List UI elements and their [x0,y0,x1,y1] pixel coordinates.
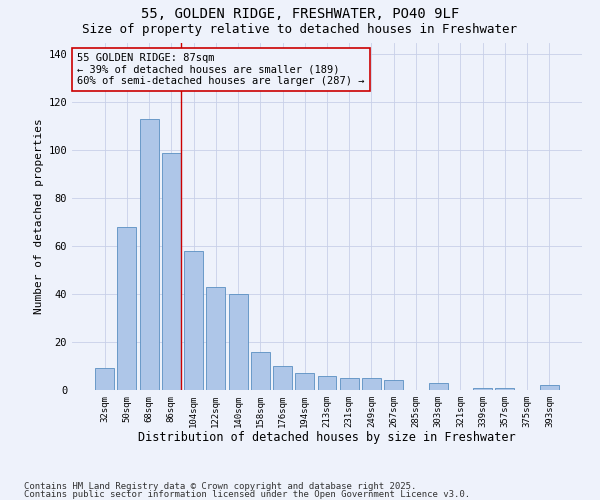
Bar [251,352,270,390]
Text: Contains HM Land Registry data © Crown copyright and database right 2025.: Contains HM Land Registry data © Crown c… [24,482,416,491]
Bar [184,251,203,390]
Bar [140,119,158,390]
Bar [496,388,514,390]
Bar [162,152,181,390]
Bar [429,383,448,390]
Bar [540,385,559,390]
Bar [95,368,114,390]
Bar [206,287,225,390]
Bar [362,378,381,390]
Text: Size of property relative to detached houses in Freshwater: Size of property relative to detached ho… [83,22,517,36]
Bar [295,373,314,390]
Bar [473,388,492,390]
Y-axis label: Number of detached properties: Number of detached properties [34,118,44,314]
Bar [384,380,403,390]
Bar [317,376,337,390]
Text: Contains public sector information licensed under the Open Government Licence v3: Contains public sector information licen… [24,490,470,499]
Bar [118,227,136,390]
Bar [273,366,292,390]
X-axis label: Distribution of detached houses by size in Freshwater: Distribution of detached houses by size … [138,432,516,444]
Bar [229,294,248,390]
Bar [340,378,359,390]
Text: 55, GOLDEN RIDGE, FRESHWATER, PO40 9LF: 55, GOLDEN RIDGE, FRESHWATER, PO40 9LF [141,8,459,22]
Text: 55 GOLDEN RIDGE: 87sqm
← 39% of detached houses are smaller (189)
60% of semi-de: 55 GOLDEN RIDGE: 87sqm ← 39% of detached… [77,53,365,86]
